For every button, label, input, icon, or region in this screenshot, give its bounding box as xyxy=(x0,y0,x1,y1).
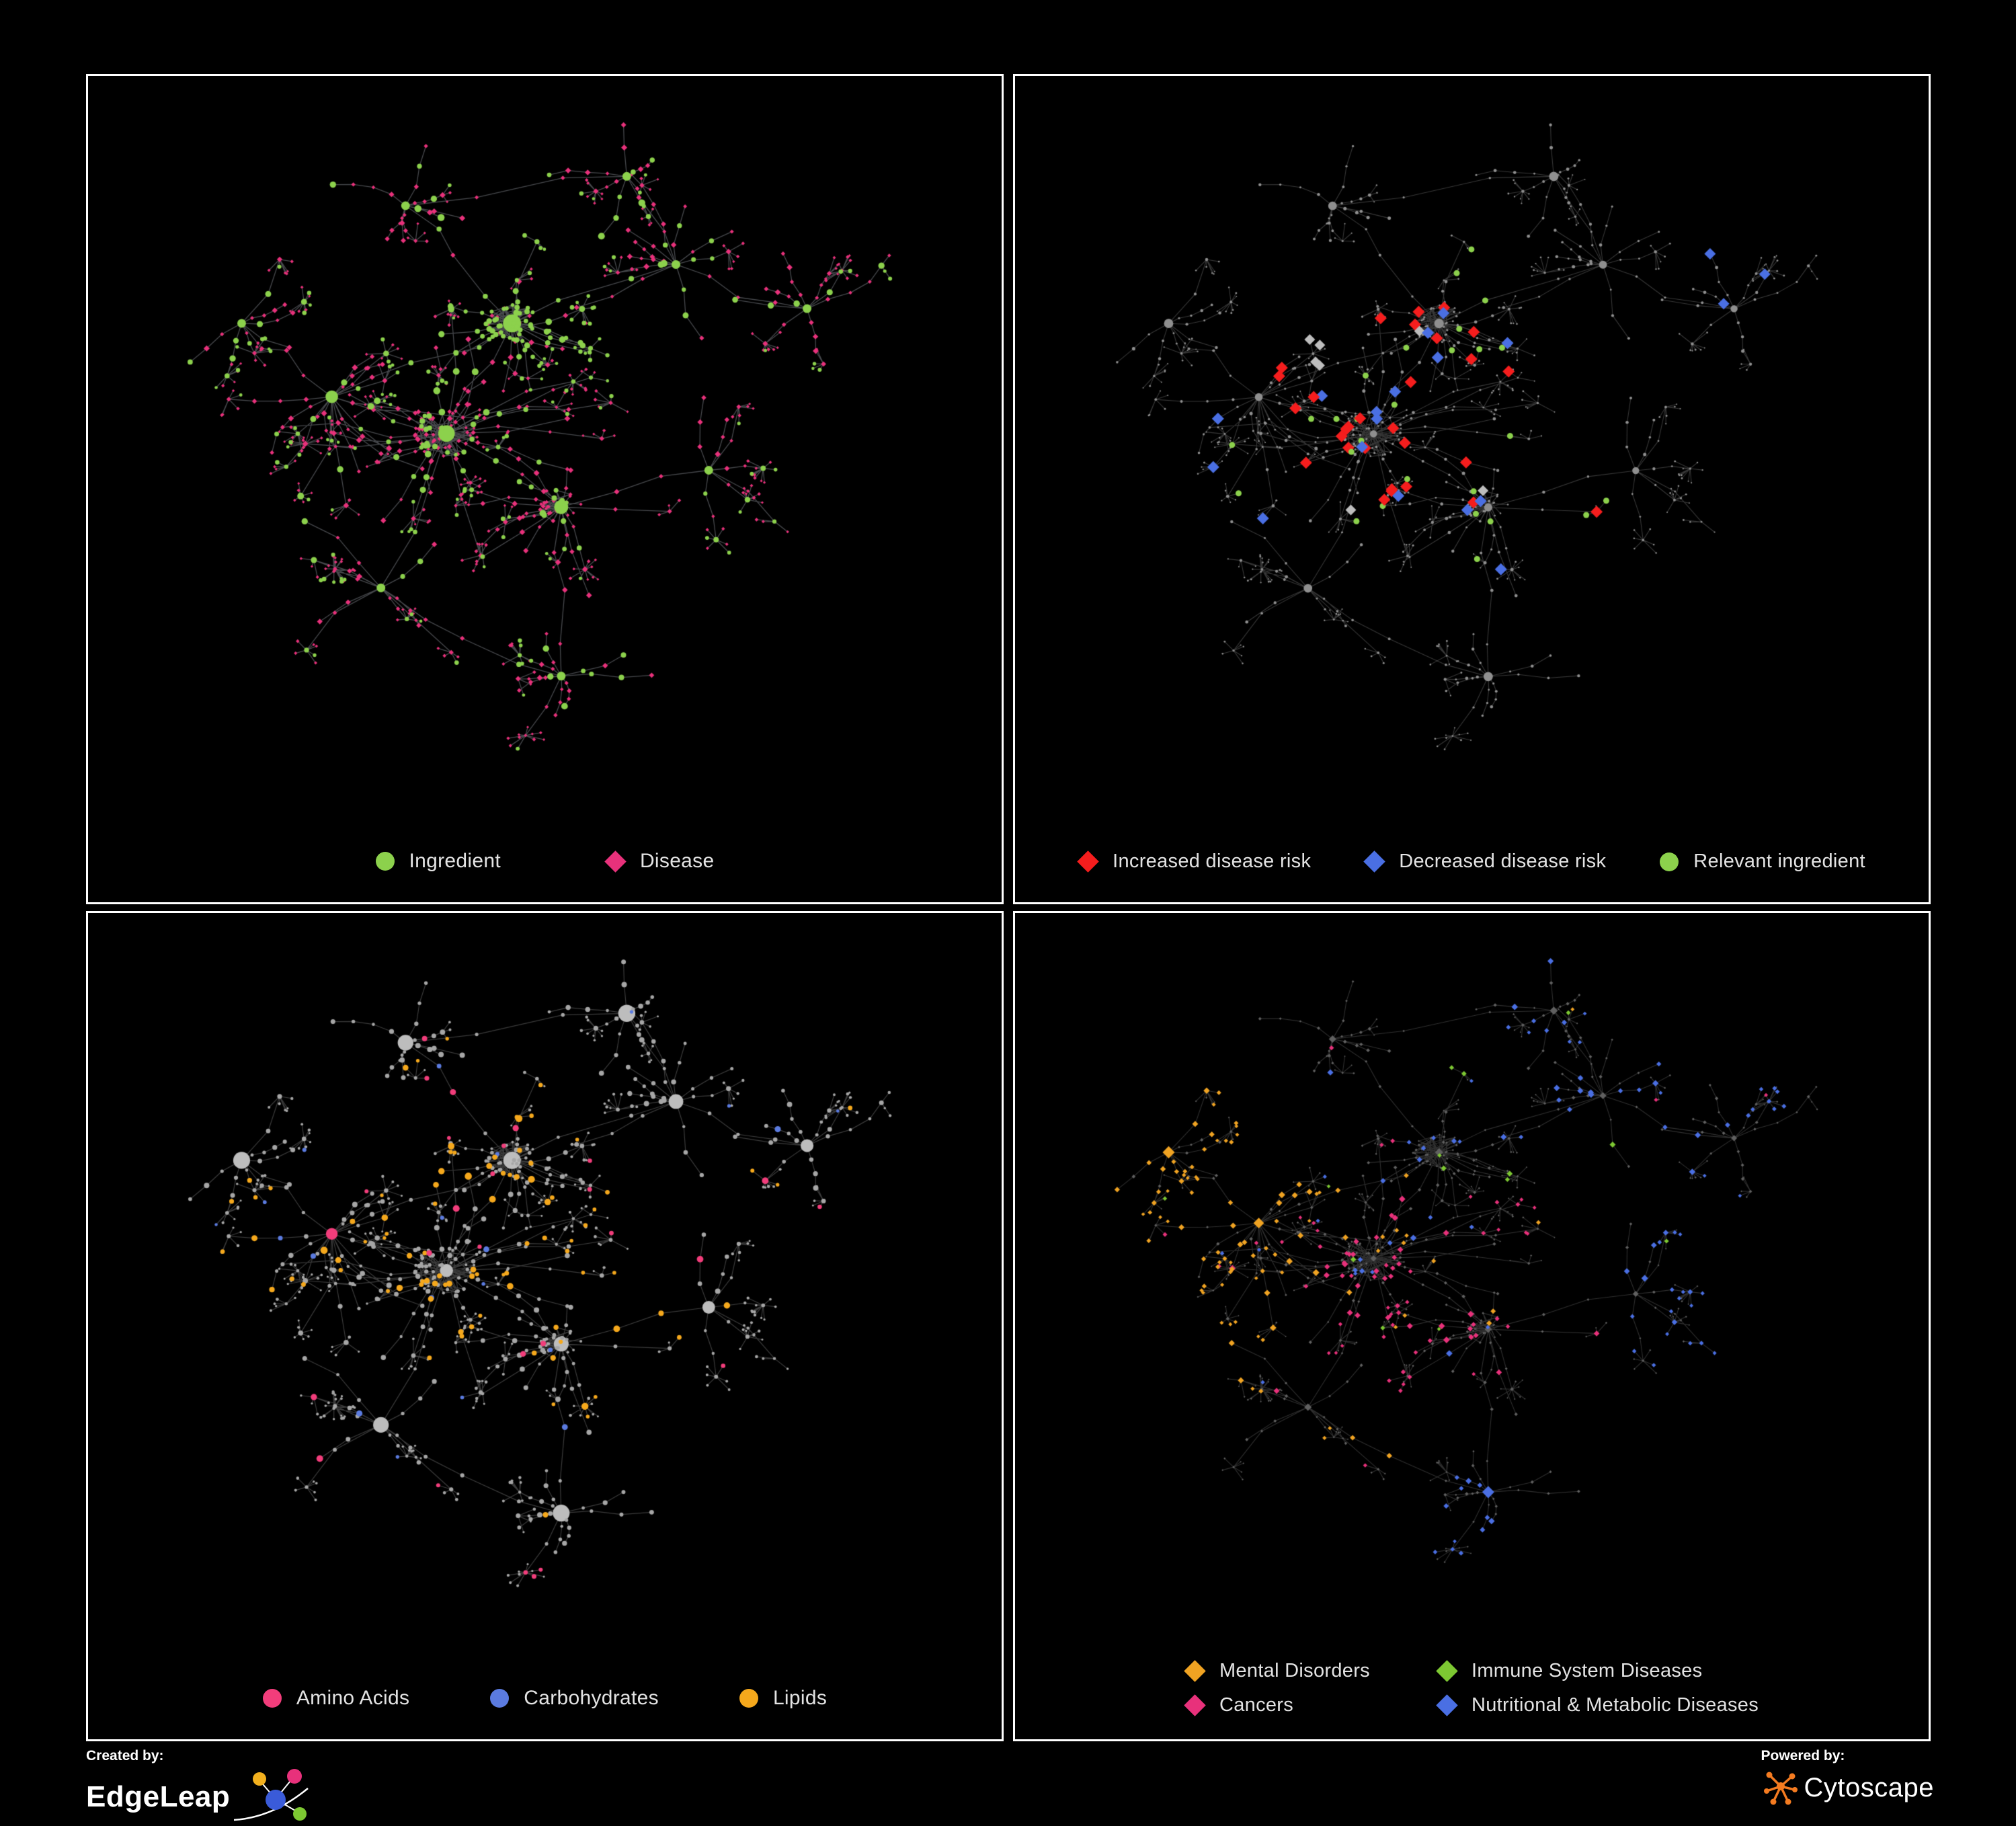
cancers-swatch-icon xyxy=(1184,1694,1206,1716)
legend-item-immune-diseases: Immune System Diseases xyxy=(1436,1660,1759,1682)
legend-label-ingredient: Ingredient xyxy=(409,850,501,872)
ingredient-swatch-icon xyxy=(375,852,395,871)
disease-swatch-icon xyxy=(604,850,627,873)
edgeleap-credit: Created by: EdgeLeap xyxy=(86,1748,321,1826)
network-canvas-ingredient-disease xyxy=(88,76,1002,850)
immune-diseases-swatch-icon xyxy=(1436,1660,1458,1682)
powered-by-label: Powered by: xyxy=(1761,1748,1845,1763)
legend-label-carbohydrates: Carbohydrates xyxy=(524,1687,659,1709)
carbohydrates-swatch-icon xyxy=(490,1689,510,1708)
panel-disease-classes: Mental Disorders Immune System Diseases … xyxy=(1013,911,1931,1741)
legend-label-immune-diseases: Immune System Diseases xyxy=(1471,1660,1703,1681)
legend-item-ingredient: Ingredient xyxy=(375,850,501,873)
footer: Created by: EdgeLeap Powered by: xyxy=(0,1744,2016,1821)
legend-disease-classes: Mental Disorders Immune System Diseases … xyxy=(1015,1660,1929,1739)
amino-acids-swatch-icon xyxy=(262,1689,282,1708)
cytoscape-credit: Powered by: xyxy=(1761,1748,1934,1807)
edgeleap-wordmark: EdgeLeap xyxy=(86,1780,231,1813)
created-by-label: Created by: xyxy=(86,1748,164,1763)
legend-label-disease: Disease xyxy=(639,850,715,872)
legend-label-mental-disorders: Mental Disorders xyxy=(1219,1660,1370,1681)
network-canvas-disease-risk xyxy=(1015,76,1929,850)
nutritional-metabolic-swatch-icon xyxy=(1436,1694,1458,1716)
legend-label-increased-risk: Increased disease risk xyxy=(1113,850,1312,872)
legend-item-disease: Disease xyxy=(604,850,715,873)
panel-disease-risk: Increased disease risk Decreased disease… xyxy=(1013,74,1931,904)
legend-label-lipids: Lipids xyxy=(772,1687,828,1709)
legend-item-lipids: Lipids xyxy=(739,1687,827,1710)
network-canvas-macronutrients xyxy=(88,913,1002,1687)
decreased-risk-swatch-icon xyxy=(1363,850,1386,873)
legend-item-amino-acids: Amino Acids xyxy=(262,1687,410,1710)
legend-item-increased-risk: Increased disease risk xyxy=(1077,850,1312,873)
legend-macronutrients: Amino Acids Carbohydrates Lipids xyxy=(88,1687,1002,1739)
legend-item-nutritional-metabolic: Nutritional & Metabolic Diseases xyxy=(1436,1694,1759,1716)
increased-risk-swatch-icon xyxy=(1077,850,1099,873)
panel-macronutrients: Amino Acids Carbohydrates Lipids xyxy=(86,911,1004,1741)
legend-item-cancers: Cancers xyxy=(1184,1694,1370,1716)
legend-item-mental-disorders: Mental Disorders xyxy=(1184,1660,1370,1682)
legend-label-nutritional-metabolic: Nutritional & Metabolic Diseases xyxy=(1471,1694,1759,1716)
legend-item-carbohydrates: Carbohydrates xyxy=(490,1687,659,1710)
panels-grid: Ingredient Disease Increased disease ris… xyxy=(86,74,1931,1741)
legend-label-relevant-ingredient: Relevant ingredient xyxy=(1693,850,1865,872)
relevant-ingredient-swatch-icon xyxy=(1660,852,1679,871)
legend-item-decreased-risk: Decreased disease risk xyxy=(1363,850,1607,873)
lipids-swatch-icon xyxy=(739,1689,758,1708)
network-canvas-disease-classes xyxy=(1015,913,1929,1660)
cytoscape-wordmark: Cytoscape xyxy=(1804,1772,1934,1802)
legend-item-relevant-ingredient: Relevant ingredient xyxy=(1660,850,1865,873)
legend-label-cancers: Cancers xyxy=(1219,1694,1294,1716)
legend-label-decreased-risk: Decreased disease risk xyxy=(1399,850,1607,872)
legend-ingredient-disease: Ingredient Disease xyxy=(88,850,1002,902)
edgeleap-logo-icon xyxy=(234,1769,309,1821)
mental-disorders-swatch-icon xyxy=(1184,1660,1206,1682)
legend-label-amino-acids: Amino Acids xyxy=(296,1687,410,1709)
legend-disease-risk: Increased disease risk Decreased disease… xyxy=(1015,850,1929,902)
panel-ingredient-disease: Ingredient Disease xyxy=(86,74,1004,904)
cytoscape-logo-icon xyxy=(1763,1772,1798,1805)
